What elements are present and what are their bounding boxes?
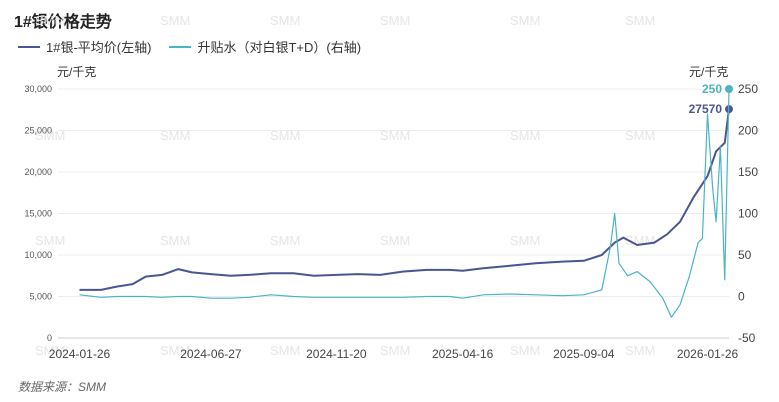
- legend-label-avg-price: 1#银-平均价(左轴): [46, 40, 152, 55]
- watermark-text: SMM: [625, 343, 655, 358]
- watermark-text: SMM: [380, 233, 410, 248]
- chart-legend: 1#银-平均价(左轴) 升贴水（对白银T+D）(右轴): [18, 37, 361, 56]
- watermark-text: SMM: [35, 233, 65, 248]
- watermark-text: SMM: [510, 233, 540, 248]
- watermark-text: SMM: [270, 343, 300, 358]
- left-tick-label: 25,000: [24, 126, 52, 136]
- last-value-label-avg-price: 27570: [689, 102, 723, 116]
- left-tick-label: 20,000: [24, 167, 52, 177]
- watermark-text: SMM: [35, 128, 65, 143]
- watermark-text: SMM: [160, 128, 190, 143]
- x-tick-label: 2024-06-27: [180, 347, 242, 361]
- legend-swatch-premium: [169, 45, 192, 48]
- data-source: 数据来源：SMM: [18, 380, 106, 394]
- watermark-text: SMM: [380, 128, 410, 143]
- legend-item-premium[interactable]: 升贴水（对白银T+D）(右轴): [169, 37, 361, 56]
- right-tick-label: -50: [738, 331, 756, 345]
- watermark-text: SMM: [160, 13, 190, 28]
- right-tick-label: 150: [738, 165, 758, 179]
- right-tick-label: 0: [738, 290, 745, 304]
- x-tick-label: 2025-04-16: [432, 347, 494, 361]
- left-axis-unit: 元/千克: [57, 65, 97, 79]
- left-tick-label: 0: [47, 333, 52, 343]
- watermark-text: SMM: [510, 128, 540, 143]
- watermark-text: SMM: [510, 343, 540, 358]
- x-tick-label: 2024-11-20: [306, 347, 367, 361]
- watermark-text: SMM: [510, 13, 540, 28]
- chart-title: 1#银价格走势: [14, 14, 112, 31]
- watermark-text: SMM: [160, 343, 190, 358]
- series-line-premium: [79, 88, 730, 318]
- watermark-text: SMM: [625, 128, 655, 143]
- watermark-text: SMM: [625, 13, 655, 28]
- watermark-text: SMM: [270, 128, 300, 143]
- watermark-text: SMM: [35, 13, 65, 28]
- right-tick-label: 250: [738, 82, 758, 96]
- left-tick-label: 15,000: [24, 209, 52, 219]
- last-point-premium: [725, 85, 733, 93]
- series-line-avg-price: [79, 109, 730, 291]
- legend-item-avg-price[interactable]: 1#银-平均价(左轴): [18, 37, 151, 56]
- right-tick-label: 200: [738, 124, 758, 138]
- legend-swatch-avg-price: [18, 45, 40, 48]
- left-tick-label: 5,000: [29, 292, 52, 302]
- watermark-text: SMM: [380, 13, 410, 28]
- right-tick-label: 50: [738, 248, 752, 262]
- x-tick-label: 2024-01-26: [49, 347, 111, 361]
- left-tick-label: 10,000: [24, 250, 52, 260]
- watermark-text: SMM: [380, 343, 410, 358]
- left-tick-label: 30,000: [24, 84, 52, 94]
- watermark-text: SMM: [35, 343, 65, 358]
- watermark-text: SMM: [160, 233, 190, 248]
- right-tick-label: 100: [738, 207, 758, 221]
- watermark-text: SMM: [270, 13, 300, 28]
- watermark-text: SMM: [270, 233, 300, 248]
- x-tick-label: 2025-09-04: [553, 347, 615, 361]
- right-axis-unit: 元/千克: [689, 65, 729, 79]
- legend-label-premium: 升贴水（对白银T+D）(右轴): [197, 40, 362, 55]
- x-tick-label: 2026-01-26: [677, 347, 739, 361]
- last-value-label-premium: 250: [702, 82, 722, 96]
